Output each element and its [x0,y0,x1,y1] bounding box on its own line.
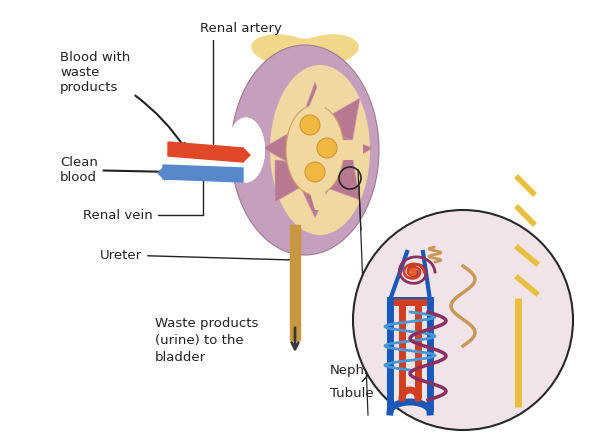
FancyArrow shape [238,147,251,163]
Circle shape [300,115,320,135]
Polygon shape [307,183,330,210]
Wedge shape [319,98,360,145]
Text: Nephron: Nephron [330,303,389,377]
Polygon shape [163,165,243,182]
Ellipse shape [270,65,370,235]
Text: Waste products
(urine) to the
bladder: Waste products (urine) to the bladder [155,316,259,363]
Polygon shape [290,225,300,340]
Text: Tubule: Tubule [330,342,398,400]
Text: Renal artery: Renal artery [200,22,282,149]
Wedge shape [275,160,311,202]
Wedge shape [297,82,333,134]
Text: Blood with
waste
products: Blood with waste products [60,51,185,149]
Text: Clean
blood: Clean blood [60,156,170,184]
Circle shape [317,138,337,158]
Circle shape [409,268,417,276]
Wedge shape [263,127,305,169]
Wedge shape [325,132,373,172]
Circle shape [353,210,573,430]
Polygon shape [307,80,335,112]
Ellipse shape [227,117,265,183]
Polygon shape [335,140,363,160]
Wedge shape [315,153,360,200]
Wedge shape [294,168,336,218]
Text: Renal vein: Renal vein [83,178,203,221]
Ellipse shape [227,117,265,183]
Text: Ureter: Ureter [100,249,290,261]
Polygon shape [251,34,359,72]
FancyArrow shape [157,165,173,181]
Polygon shape [168,142,243,162]
Circle shape [305,162,325,182]
Ellipse shape [231,45,379,255]
Ellipse shape [286,105,344,195]
